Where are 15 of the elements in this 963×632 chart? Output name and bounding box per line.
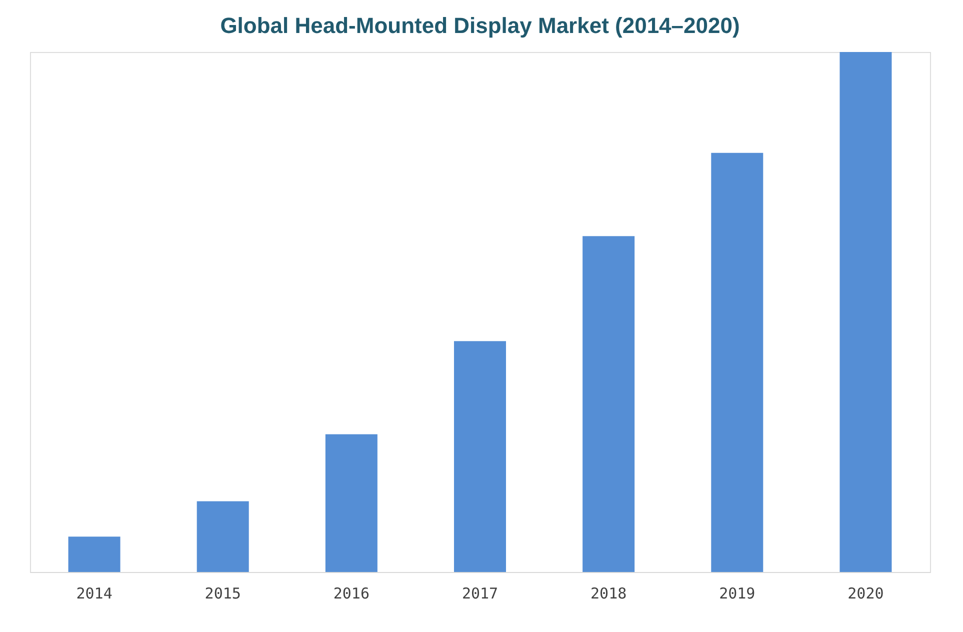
x-tick-label: 2017 [462,584,498,602]
bar [454,341,506,572]
bar [711,152,764,572]
x-tick-label: 2014 [76,584,112,602]
x-tick-label: 2018 [590,584,627,602]
chart-title: Global Head-Mounted Display Market (2014–2020) [220,13,740,38]
x-tick-label: 2016 [333,584,370,602]
x-tick-label: 2019 [719,584,756,602]
x-tick-label: 2020 [848,584,884,602]
bar [582,236,635,572]
bar [325,434,378,572]
x-tick-label: 2015 [204,584,241,602]
bar [196,501,249,572]
bar [840,52,892,572]
bar [68,536,120,572]
